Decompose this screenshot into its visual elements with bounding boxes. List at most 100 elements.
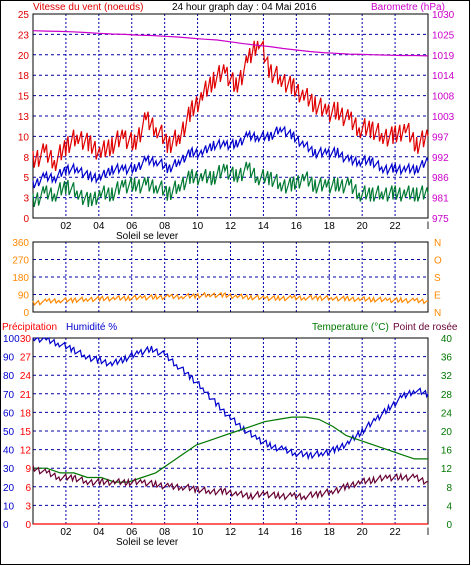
temperature-series: [33, 416, 428, 483]
x-tick-label: 14: [258, 221, 270, 232]
x-tick-end: l: [427, 527, 429, 538]
wind-y-tick: 23: [18, 30, 30, 41]
x-tick-label: 04: [93, 221, 105, 232]
wind-direction-series: [32, 291, 428, 307]
baro-y-tick: 997: [432, 132, 449, 143]
barometer-series: [32, 30, 429, 57]
humidity-y-tick: 20: [3, 483, 15, 494]
dir-y-tick: 90: [18, 291, 30, 302]
wind-y-tick: 8: [23, 153, 29, 164]
temp-y-tick: 28: [441, 390, 453, 401]
dir-compass-label: O: [434, 256, 442, 267]
precip-y-tick: 27: [20, 353, 32, 364]
precip-y-tick: 18: [20, 408, 32, 419]
x-tick-label: 10: [192, 527, 204, 538]
sunrise-label: Soleil se lever: [116, 537, 179, 548]
baro-y-tick: 992: [432, 153, 449, 164]
dir-y-tick: 270: [12, 256, 29, 267]
precip-y-tick: 30: [20, 334, 32, 345]
wind-y-tick: 25: [18, 10, 30, 21]
wind-title: Vitesse du vent (noeuds): [33, 2, 143, 13]
baro-y-tick: 1030: [432, 10, 455, 21]
humidity-title: Humidité %: [66, 322, 117, 333]
x-tick-label: 10: [192, 221, 204, 232]
plot-area-border: [32, 13, 429, 219]
precip-y-tick: 3: [25, 501, 31, 512]
precip-y-tick: 15: [20, 427, 32, 438]
wind-y-tick: 3: [23, 194, 29, 205]
humidity-y-tick: 90: [3, 353, 15, 364]
x-tick-label: 04: [93, 527, 105, 538]
dewpoint-title: Point de rosée: [393, 322, 458, 333]
dir-compass-label: N: [434, 308, 441, 319]
precip-y-tick: 0: [25, 520, 31, 531]
x-tick-label: 02: [60, 527, 72, 538]
baro-y-tick: 1019: [432, 51, 455, 62]
temp-y-tick: 36: [441, 353, 453, 364]
wind-y-tick: 0: [23, 214, 29, 225]
precip-y-tick: 6: [25, 483, 31, 494]
temp-y-tick: 40: [441, 334, 453, 345]
humidity-y-tick: 50: [3, 427, 15, 438]
wind-gust-series: [32, 39, 429, 171]
x-tick-label: 22: [390, 221, 402, 232]
temp-y-tick: 16: [441, 446, 453, 457]
x-tick-label: 16: [291, 221, 303, 232]
baro-y-tick: 981: [432, 194, 449, 205]
temp-y-tick: 12: [441, 464, 453, 475]
baro-y-tick: 975: [432, 214, 449, 225]
wind-avg-series: [32, 125, 429, 189]
x-tick-label: 14: [258, 527, 270, 538]
x-tick-label: 08: [159, 221, 171, 232]
plot-area-border: [32, 241, 429, 313]
x-tick-label: 20: [357, 221, 369, 232]
x-tick-label: 18: [324, 527, 336, 538]
dir-y-tick: 0: [23, 308, 29, 319]
wind-y-tick: 13: [18, 112, 30, 123]
temp-y-tick: 8: [446, 483, 452, 494]
x-tick-label: 02: [60, 221, 72, 232]
temp-y-tick: 24: [441, 408, 453, 419]
x-tick-label: 18: [324, 221, 336, 232]
dir-compass-label: S: [434, 273, 441, 284]
temperature-title: Temperature (°C): [312, 322, 389, 333]
precip-title: Précipitation: [2, 322, 57, 333]
wind-y-tick: 10: [18, 132, 30, 143]
x-tick-label: 08: [159, 527, 171, 538]
wind-y-tick: 5: [23, 173, 29, 184]
humidity-y-tick: 80: [3, 371, 15, 382]
sunrise-label: Soleil se lever: [116, 231, 179, 242]
x-tick-label: 20: [357, 527, 369, 538]
barometer-title: Barometre (hPa): [371, 2, 445, 13]
precip-y-tick: 24: [20, 371, 32, 382]
dewpoint-series: [32, 464, 429, 501]
x-tick-label: 06: [126, 221, 138, 232]
humidity-series: [32, 337, 429, 461]
baro-y-tick: 1025: [432, 30, 455, 41]
baro-y-tick: 1014: [432, 71, 455, 82]
wind-y-tick: 18: [18, 71, 30, 82]
baro-y-tick: 1008: [432, 92, 455, 103]
x-tick-label: 12: [225, 527, 237, 538]
temp-y-tick: 4: [446, 501, 452, 512]
temp-y-tick: 20: [441, 427, 453, 438]
wind-y-tick: 15: [18, 92, 30, 103]
dir-compass-label: E: [434, 291, 441, 302]
humidity-y-tick: 70: [3, 390, 15, 401]
wind-low-series: [32, 161, 429, 208]
baro-y-tick: 986: [432, 173, 449, 184]
dir-y-tick: 360: [12, 238, 29, 249]
wind-y-tick: 20: [18, 51, 30, 62]
x-tick-label: 12: [225, 221, 237, 232]
x-tick-label: 16: [291, 527, 303, 538]
precip-y-tick: 9: [25, 464, 31, 475]
humidity-y-tick: 10: [3, 501, 15, 512]
precip-y-tick: 12: [20, 446, 32, 457]
humidity-y-tick: 100: [3, 334, 20, 345]
precip-y-tick: 21: [20, 390, 32, 401]
humidity-y-tick: 60: [3, 408, 15, 419]
humidity-y-tick: 30: [3, 464, 15, 475]
x-tick-label: 22: [390, 527, 402, 538]
